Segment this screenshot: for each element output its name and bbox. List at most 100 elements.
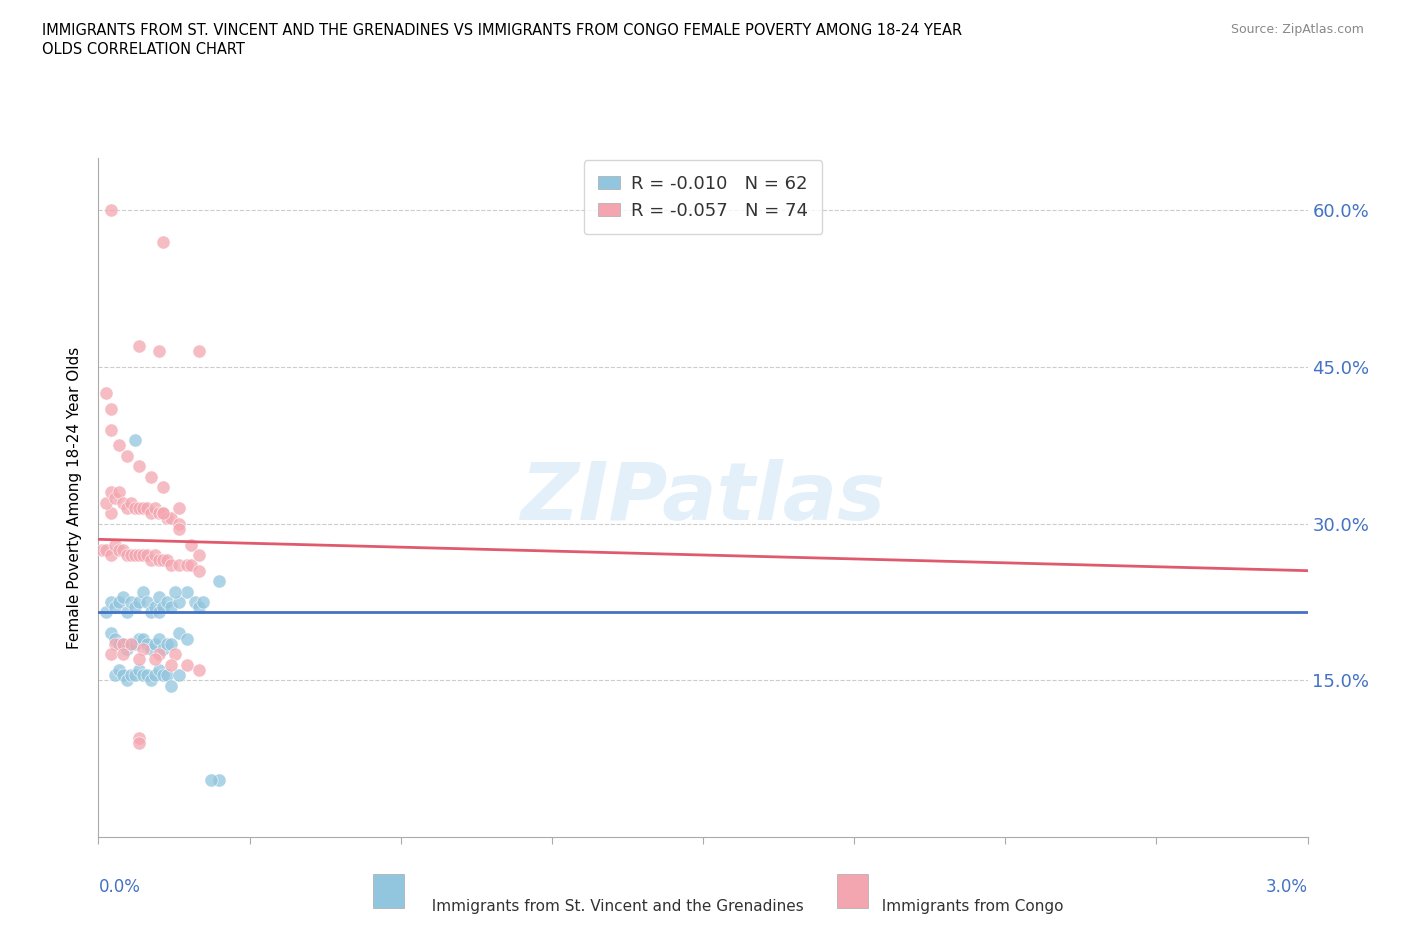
Point	[139, 673, 162, 688]
Point	[167, 500, 190, 515]
Point	[111, 542, 134, 557]
Point	[115, 500, 138, 515]
Point	[128, 652, 150, 667]
Point	[124, 548, 146, 563]
Point	[167, 558, 190, 573]
Point	[111, 590, 134, 604]
Point	[100, 594, 122, 609]
Point	[188, 600, 211, 615]
Point	[115, 605, 138, 620]
Text: ZIPatlas: ZIPatlas	[520, 458, 886, 537]
Point	[115, 642, 138, 657]
Point	[184, 594, 207, 609]
Point	[188, 344, 211, 359]
Point	[143, 668, 166, 683]
Point	[176, 584, 198, 599]
Point	[103, 636, 125, 651]
Point	[132, 631, 155, 646]
Point	[139, 470, 162, 485]
Point	[107, 542, 129, 557]
FancyBboxPatch shape	[373, 874, 404, 908]
Point	[111, 496, 134, 511]
Point	[208, 574, 231, 589]
Point	[152, 600, 174, 615]
Point	[152, 480, 174, 495]
Point	[107, 662, 129, 677]
Point	[120, 594, 142, 609]
Point	[156, 511, 179, 525]
Point	[120, 496, 142, 511]
Point	[100, 506, 122, 521]
Point	[143, 548, 166, 563]
Point	[160, 600, 183, 615]
Point	[100, 402, 122, 417]
Point	[180, 538, 202, 552]
Point	[124, 636, 146, 651]
Point	[148, 646, 170, 661]
Point	[167, 594, 190, 609]
Point	[111, 646, 134, 661]
Point	[135, 668, 157, 683]
Point	[111, 636, 134, 651]
Point	[139, 506, 162, 521]
Point	[148, 631, 170, 646]
Point	[128, 736, 150, 751]
Point	[156, 668, 179, 683]
Point	[120, 668, 142, 683]
Point	[167, 626, 190, 641]
Point	[103, 490, 125, 505]
Point	[107, 594, 129, 609]
Point	[120, 636, 142, 651]
Point	[96, 386, 118, 401]
Point	[107, 485, 129, 499]
Point	[103, 600, 125, 615]
Point	[135, 548, 157, 563]
Point	[135, 500, 157, 515]
Point	[160, 678, 183, 693]
Point	[132, 584, 155, 599]
Point	[139, 642, 162, 657]
Point	[103, 538, 125, 552]
Point	[167, 522, 190, 537]
Point	[103, 631, 125, 646]
Point	[132, 500, 155, 515]
Point	[139, 552, 162, 567]
Point	[167, 668, 190, 683]
Point	[120, 636, 142, 651]
Text: Immigrants from Congo: Immigrants from Congo	[872, 899, 1063, 914]
Point	[176, 631, 198, 646]
Point	[115, 548, 138, 563]
Point	[115, 448, 138, 463]
Point	[100, 548, 122, 563]
Point	[96, 496, 118, 511]
Point	[115, 673, 138, 688]
Point	[128, 339, 150, 353]
Point	[160, 558, 183, 573]
Y-axis label: Female Poverty Among 18-24 Year Olds: Female Poverty Among 18-24 Year Olds	[67, 347, 83, 649]
Point	[100, 646, 122, 661]
FancyBboxPatch shape	[837, 874, 868, 908]
Point	[128, 458, 150, 473]
Text: 3.0%: 3.0%	[1265, 878, 1308, 896]
Point	[100, 422, 122, 437]
Point	[111, 636, 134, 651]
Point	[128, 730, 150, 745]
Point	[132, 642, 155, 657]
Point	[193, 594, 215, 609]
Point	[124, 668, 146, 683]
Point	[139, 605, 162, 620]
Text: OLDS CORRELATION CHART: OLDS CORRELATION CHART	[42, 42, 245, 57]
Point	[148, 552, 170, 567]
Point	[111, 668, 134, 683]
Point	[103, 668, 125, 683]
Point	[91, 542, 114, 557]
Point	[124, 600, 146, 615]
Point	[124, 432, 146, 447]
Point	[120, 548, 142, 563]
Text: Immigrants from St. Vincent and the Grenadines: Immigrants from St. Vincent and the Gren…	[422, 899, 804, 914]
Point	[156, 636, 179, 651]
Point	[148, 344, 170, 359]
Point	[128, 631, 150, 646]
Point	[148, 662, 170, 677]
Point	[152, 234, 174, 249]
